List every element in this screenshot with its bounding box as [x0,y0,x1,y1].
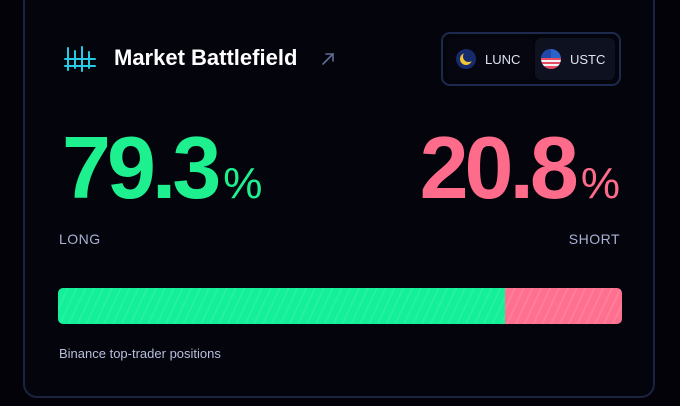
ustc-coin-icon [541,49,561,69]
long-short-ratio-bar [58,288,622,324]
long-label: LONG [59,231,101,247]
long-percentage: 79.3% [62,124,262,212]
long-bar-segment [58,288,505,324]
toggle-option-label: USTC [570,51,606,67]
short-label: SHORT [568,231,620,247]
asset-toggle: LUNC USTC [441,32,621,86]
long-unit: % [223,159,263,208]
arrow-up-right-icon[interactable] [320,51,336,67]
lunc-coin-icon [456,49,476,69]
source-caption: Binance top-trader positions [59,346,221,361]
short-unit: % [580,159,620,208]
signal-bars-icon [64,46,96,72]
short-value: 20.8 [419,118,579,217]
short-bar-segment [504,288,622,324]
toggle-option-label: LUNC [485,51,521,67]
toggle-option-lunc[interactable]: LUNC [447,38,533,80]
toggle-option-ustc[interactable]: USTC [535,38,615,80]
short-percentage: 20.8% [420,124,620,212]
long-value: 79.3 [62,118,221,217]
page-title: Market Battlefield [114,45,298,70]
